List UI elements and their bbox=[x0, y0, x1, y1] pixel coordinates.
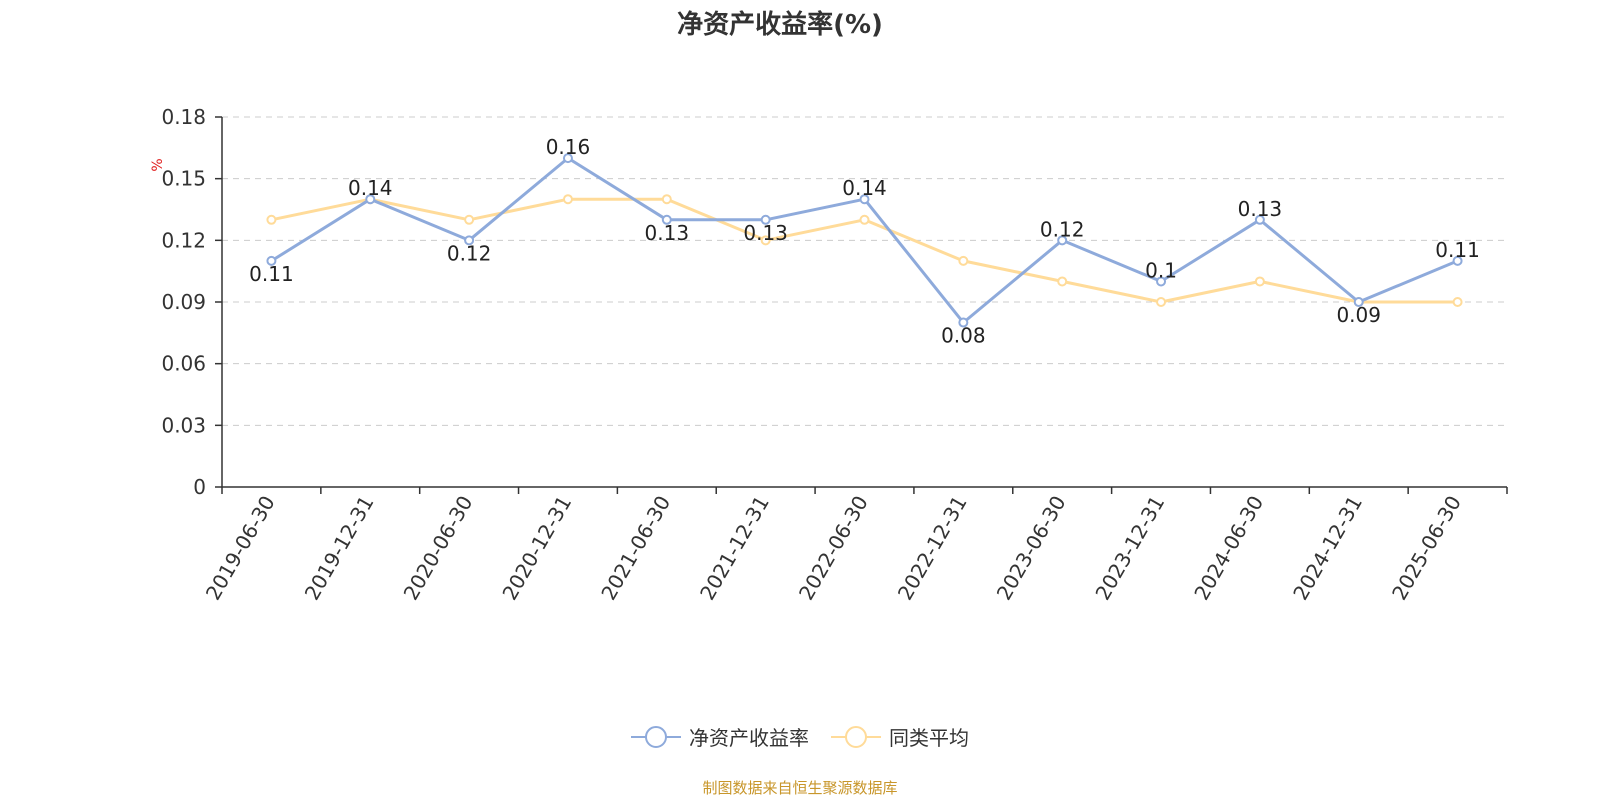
series-1-point bbox=[1254, 276, 1265, 287]
series-0-point bbox=[661, 214, 672, 225]
y-tick-label: 0.18 bbox=[161, 105, 206, 129]
series-0-point bbox=[562, 153, 573, 164]
series-1-point bbox=[661, 194, 672, 205]
series-1-point bbox=[1452, 297, 1463, 307]
series-layer bbox=[266, 153, 1463, 328]
series-1-point bbox=[1156, 297, 1167, 307]
data-label: 0.16 bbox=[546, 135, 591, 159]
series-1-point bbox=[859, 214, 870, 225]
data-label: 0.12 bbox=[1040, 217, 1085, 241]
legend-series-1-label: 同类平均 bbox=[889, 726, 969, 750]
data-label: 0.11 bbox=[1435, 238, 1480, 262]
series-0-point bbox=[958, 317, 969, 328]
x-tick-label: 2020-06-30 bbox=[399, 492, 478, 605]
series-1-point bbox=[266, 214, 277, 225]
chart-title: 净资产收益率(%) bbox=[677, 10, 883, 40]
x-tick-label: 2020-12-31 bbox=[497, 492, 576, 605]
series-0-point bbox=[1452, 255, 1463, 266]
legend-series-0-label: 净资产收益率 bbox=[689, 726, 809, 750]
data-label: 0.12 bbox=[447, 241, 492, 265]
x-tick-label: 2019-12-31 bbox=[300, 492, 379, 605]
legend-item-series-1[interactable]: 同类平均 bbox=[831, 722, 969, 751]
series-0-point bbox=[760, 214, 771, 225]
data-label: 0.13 bbox=[645, 221, 690, 245]
x-tick-label: 2023-12-31 bbox=[1090, 492, 1169, 605]
series-1-point bbox=[760, 235, 771, 246]
data-label: 0.09 bbox=[1336, 303, 1381, 327]
x-tick-label: 2024-06-30 bbox=[1189, 492, 1268, 605]
x-tick-label: 2019-06-30 bbox=[201, 492, 280, 605]
x-tick-label: 2023-06-30 bbox=[992, 492, 1071, 605]
legend: 净资产收益率 同类平均 bbox=[0, 722, 1600, 751]
series-0-point bbox=[1057, 235, 1068, 246]
series-1-point bbox=[464, 214, 475, 225]
y-tick-label: 0.09 bbox=[161, 290, 206, 314]
grid-layer bbox=[222, 116, 1507, 426]
data-label: 0.08 bbox=[941, 324, 986, 348]
series-0-point bbox=[1353, 297, 1364, 307]
series-0-point bbox=[464, 235, 475, 246]
series-1-point bbox=[1057, 276, 1068, 287]
data-label: 0.14 bbox=[842, 176, 887, 200]
series-0-point bbox=[365, 194, 376, 205]
data-label: 0.14 bbox=[348, 176, 393, 200]
source-footer: 制图数据来自恒生聚源数据库 bbox=[702, 779, 898, 797]
y-tick-label: 0.12 bbox=[161, 228, 206, 252]
series-0-point bbox=[1156, 276, 1167, 287]
y-axis-unit-label: % bbox=[150, 158, 166, 171]
y-tick-label: 0 bbox=[193, 475, 206, 499]
legend-item-series-0[interactable]: 净资产收益率 bbox=[631, 722, 809, 751]
x-tick-label: 2025-06-30 bbox=[1387, 492, 1466, 605]
x-tick-label: 2021-12-31 bbox=[695, 492, 774, 605]
x-tick-label: 2022-12-31 bbox=[893, 492, 972, 605]
series-1-point bbox=[562, 194, 573, 205]
y-tick-label: 0.15 bbox=[161, 167, 206, 191]
legend-series-1-icon bbox=[831, 725, 881, 748]
y-tick-label: 0.03 bbox=[161, 413, 206, 437]
data-label: 0.11 bbox=[249, 262, 294, 286]
y-tick-label: 0.06 bbox=[161, 352, 206, 376]
legend-series-0-icon bbox=[631, 725, 681, 748]
x-tick-label: 2021-06-30 bbox=[596, 492, 675, 605]
series-0-point bbox=[859, 194, 870, 205]
data-label: 0.1 bbox=[1145, 258, 1177, 282]
x-tick-label: 2024-12-31 bbox=[1288, 492, 1367, 605]
x-tick-label: 2022-06-30 bbox=[794, 492, 873, 605]
series-0-point bbox=[1254, 214, 1265, 225]
series-0-point bbox=[266, 255, 277, 266]
data-label: 0.13 bbox=[1238, 197, 1283, 221]
series-1-point bbox=[958, 255, 969, 266]
data-label-layer: 0.11 0.14 0.12 0.16 0.13 0.13 0.14 0.08 0.12 0.1 0… bbox=[249, 135, 1480, 347]
data-label: 0.13 bbox=[743, 221, 788, 245]
